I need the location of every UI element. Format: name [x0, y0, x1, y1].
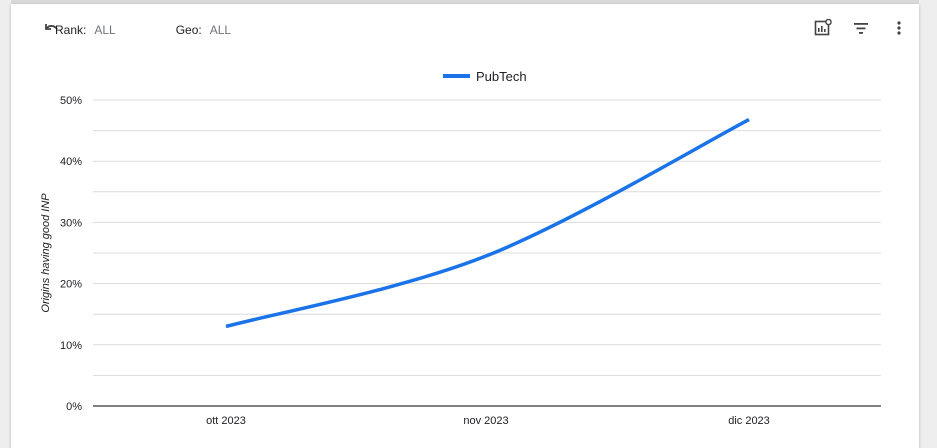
chart-toolbar	[795, 18, 909, 38]
undo-icon[interactable]	[43, 20, 59, 36]
y-tick-label: 50%	[60, 95, 82, 107]
rank-value: ALL	[94, 23, 116, 37]
geo-filter[interactable]: Geo: ALL	[176, 23, 231, 37]
legend-label: PubTech	[476, 69, 527, 84]
rank-label: Rank:	[55, 23, 87, 37]
series-lines	[225, 118, 750, 329]
y-tick-label: 20%	[60, 279, 82, 291]
more-options-button[interactable]	[889, 18, 909, 38]
legend: PubTech	[443, 69, 527, 84]
geo-value: ALL	[209, 23, 232, 37]
more-vert-icon	[897, 21, 901, 35]
geo-label: Geo:	[175, 23, 202, 37]
filter-icon	[854, 23, 868, 34]
filter-bar: Rank: ALL Geo: ALL	[55, 18, 231, 42]
legend-swatch	[443, 74, 470, 78]
rank-filter[interactable]: Rank: ALL	[55, 23, 116, 37]
y-tick-labels: 0% 10% 20% 30% 40% 50%	[60, 95, 82, 413]
gridlines	[93, 99, 881, 376]
y-tick-label: 40%	[60, 156, 82, 168]
y-axis-label: Origins having good INP	[40, 193, 52, 313]
chart-settings-button[interactable]	[813, 18, 833, 38]
x-tick-label: nov 2023	[463, 415, 508, 427]
top-divider	[11, 0, 919, 4]
y-tick-label: 0%	[66, 401, 82, 413]
y-tick-label: 30%	[60, 217, 82, 229]
x-tick-label: dic 2023	[728, 415, 770, 427]
x-tick-labels: ott 2023 nov 2023 dic 2023	[206, 415, 770, 427]
y-tick-label: 10%	[60, 340, 82, 352]
filter-button[interactable]	[851, 18, 871, 38]
chart-settings-icon	[814, 19, 832, 36]
series-line-pubtech	[225, 118, 750, 329]
x-tick-label: ott 2023	[206, 415, 246, 427]
